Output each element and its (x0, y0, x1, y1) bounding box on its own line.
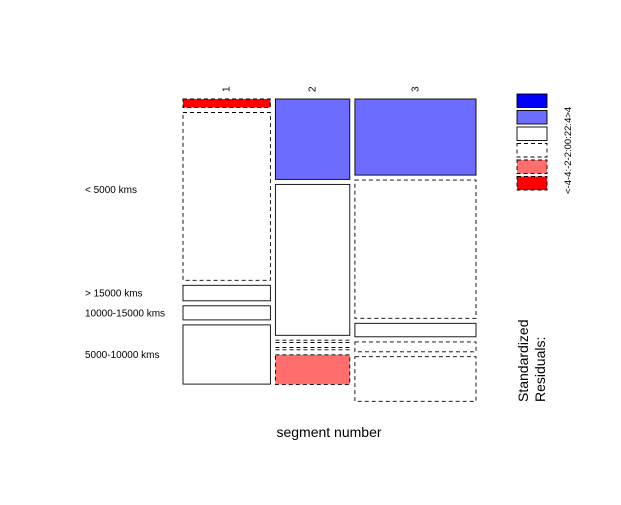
mosaic-cell-col1-seg2 (182, 112, 271, 281)
legend-swatch-2 (516, 159, 548, 174)
legend-tick-5: 2:4 (563, 118, 574, 131)
legend-tick-labels: <-4-4:-2-2:00:22:4>4 (563, 107, 574, 194)
legend-swatch-1 (516, 176, 548, 191)
row-label-4: 5000-10000 kms (85, 350, 160, 361)
mosaic-cells (182, 98, 477, 402)
legend-title-line-1: Standardized (515, 319, 531, 402)
legend-title: Standardized Residuals: (515, 316, 548, 402)
mosaic-cell-col2-seg5 (274, 354, 351, 385)
row-labels: < 5000 kms > 15000 kms 10000-15000 kms 5000… (85, 185, 165, 361)
x-axis-label: segment number (276, 424, 381, 440)
legend-tick-2: -4:-2 (563, 160, 574, 180)
mosaic-cell-col1-seg1 (182, 98, 271, 108)
column-label-1: 1 (222, 86, 233, 92)
legend-swatch-4 (516, 126, 548, 141)
legend-swatch-3 (516, 143, 548, 158)
column-labels: 1 2 3 (222, 86, 422, 92)
mosaic-cell-col2-seg4 (274, 347, 351, 351)
mosaic-cell-col3-seg5 (354, 356, 477, 402)
legend-swatch-5 (516, 110, 548, 125)
row-label-1: < 5000 kms (85, 185, 137, 196)
mosaic-cell-col2-seg2 (274, 183, 351, 336)
mosaic-cell-col3-seg4 (354, 341, 477, 353)
legend-tick-1: <-4 (563, 180, 574, 194)
mosaic-cell-col1-seg3 (182, 284, 271, 302)
row-label-2: > 15000 kms (85, 289, 143, 300)
legend-tick-4: 0:2 (563, 131, 574, 144)
legend-swatches (516, 93, 548, 191)
mosaic-cell-col3-seg1 (354, 98, 477, 176)
legend: <-4-4:-2-2:00:22:4>4 Standardized Residu… (515, 93, 574, 402)
mosaic-cell-col3-seg2 (354, 179, 477, 319)
row-label-3: 10000-15000 kms (85, 308, 165, 319)
column-label-2: 2 (308, 86, 319, 92)
column-label-3: 3 (410, 86, 421, 92)
legend-tick-6: >4 (563, 107, 574, 118)
mosaic-cell-col1-seg5 (182, 324, 271, 385)
legend-title-line-2: Residuals: (532, 337, 548, 402)
legend-tick-3: -2:0 (563, 144, 574, 160)
mosaic-cell-col2-seg1 (274, 98, 351, 180)
mosaic-cell-col1-seg4 (182, 305, 271, 321)
mosaic-cell-col2-seg3 (274, 339, 351, 343)
mosaic-cell-col3-seg3 (354, 322, 477, 338)
legend-swatch-6 (516, 93, 548, 108)
